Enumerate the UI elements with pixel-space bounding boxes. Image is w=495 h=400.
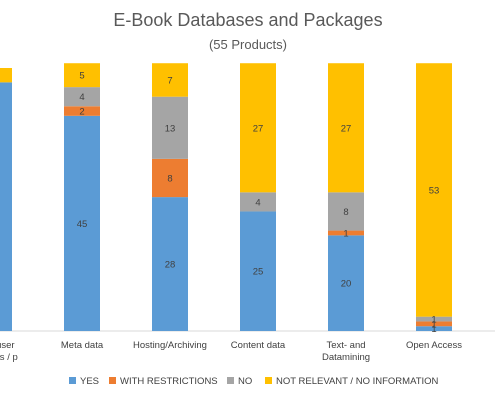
bar-segment-no	[328, 192, 364, 231]
data-label: 25	[253, 267, 264, 278]
data-label: 27	[341, 123, 352, 134]
bar-segment-yes	[64, 115, 100, 332]
bar-segment-not-relevant-no-information	[152, 63, 188, 97]
x-tick-label: Content data	[231, 340, 286, 351]
data-label: 1	[431, 319, 436, 330]
x-tick-labels-group: Multi userlicenses / p Meta data Hosting/A…	[0, 340, 462, 363]
x-tick-label: Open Access	[406, 340, 462, 351]
bars-group	[0, 63, 452, 332]
bar-segment-not-relevant-no-information	[328, 63, 364, 193]
data-label: 20	[341, 279, 352, 290]
data-label: 7	[167, 75, 172, 86]
data-label: 45	[77, 219, 88, 230]
bar-segment-no	[64, 87, 100, 107]
legend-swatch-with-restrictions	[109, 377, 116, 384]
data-label: 2	[79, 107, 84, 118]
data-label: 53	[429, 185, 440, 196]
bar-segment-yes	[152, 197, 188, 331]
data-label: 1	[431, 324, 436, 335]
legend-swatch-no	[227, 377, 234, 384]
bar-segment-not-relevant-no-information	[64, 63, 100, 88]
data-label: 1	[431, 315, 436, 326]
data-label: 8	[343, 207, 348, 218]
data-label: 8	[167, 173, 172, 184]
legend-label-yes: YES	[80, 376, 99, 387]
bar-segment-with-restrictions	[152, 158, 188, 198]
bar-segment-not-relevant-no-information	[240, 63, 276, 193]
data-label: 4	[255, 197, 260, 208]
x-tick-label: Text- and Datamining	[322, 340, 370, 363]
bar-segment-with-restrictions	[64, 106, 100, 116]
legend-label-no: NO	[238, 376, 252, 387]
bar-segment-no	[152, 96, 188, 159]
bar-segment-not-relevant-no-information	[416, 63, 452, 317]
legend-label-not-relevant-no-information: NOT RELEVANT / NO INFORMATION	[276, 376, 439, 387]
data-label: 1	[343, 228, 348, 239]
data-label: 27	[253, 123, 264, 134]
x-tick-label: Multi userlicenses / p	[0, 340, 18, 363]
bar-segment-no	[240, 192, 276, 212]
legend-swatch-yes	[69, 377, 76, 384]
data-label: 13	[165, 123, 176, 134]
legend-label-with-restrictions: WITH RESTRICTIONS	[120, 376, 218, 387]
x-tick-label: Meta data	[61, 340, 104, 351]
bar-segment-with-restrictions	[328, 230, 364, 236]
bar-segment-yes	[240, 211, 276, 331]
chart-subtitle: (55 Products)	[209, 37, 287, 52]
bar-segment-not-relevant-no-information	[0, 68, 12, 83]
bar-segment-with-restrictions	[416, 321, 452, 327]
data-label: 5	[79, 71, 84, 82]
data-label: 28	[165, 260, 176, 271]
chart-title: E-Book Databases and Packages	[113, 10, 382, 30]
legend: YES WITH RESTRICTIONS NO NOT RELEVANT / NO …	[69, 376, 439, 387]
bar-segment-yes	[328, 235, 364, 331]
data-label: 4	[79, 92, 84, 103]
legend-swatch-not-relevant-no-information	[265, 377, 272, 384]
bar-segment-yes	[416, 326, 452, 331]
bar-segment-no	[416, 316, 452, 322]
x-tick-label: Hosting/Archiving	[133, 340, 207, 351]
bar-segment-yes	[0, 82, 12, 331]
